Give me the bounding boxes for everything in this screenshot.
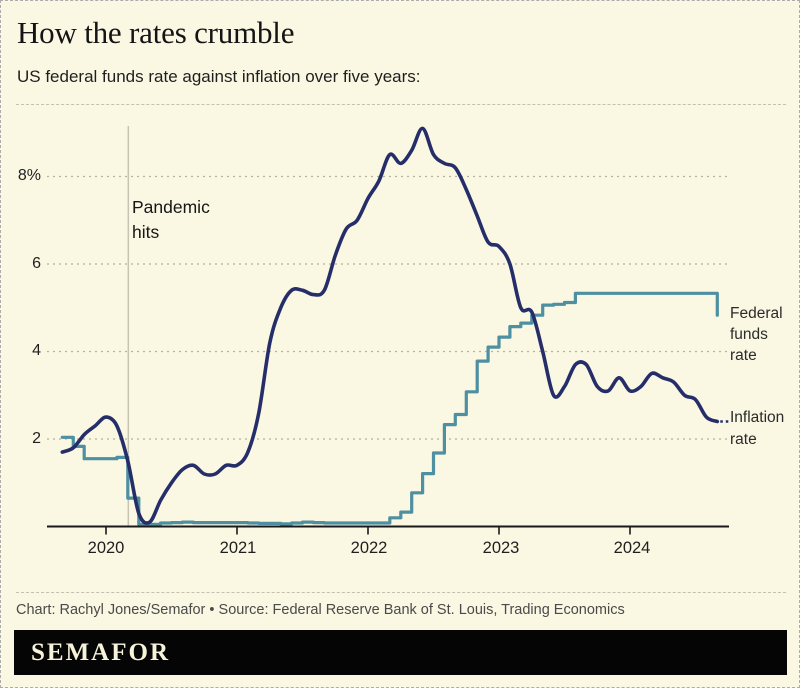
inflation-line <box>60 126 720 525</box>
y-axis-label: 8% <box>17 167 41 184</box>
x-axis-label: 2023 <box>482 539 520 557</box>
x-axis-label: 2021 <box>219 539 257 557</box>
footer-divider <box>16 592 786 593</box>
credit-line: Chart: Rachyl Jones/Semafor • Source: Fe… <box>16 602 625 618</box>
fed-funds-line <box>60 291 719 526</box>
y-axis-label: 6 <box>32 255 41 272</box>
pandemic-annotation: Pandemic hits <box>132 197 210 242</box>
semafor-wordmark: SEMAFOR <box>31 638 170 666</box>
logo-bar: SEMAFOR <box>14 630 787 675</box>
y-axis-label: 2 <box>32 430 41 447</box>
y-axis-label: 4 <box>32 342 41 359</box>
header-divider <box>16 104 786 105</box>
series-label-inflation-rate: Inflation rate <box>730 409 785 448</box>
page-title: How the rates crumble <box>17 15 295 50</box>
x-axis-label: 2020 <box>87 539 125 557</box>
x-axis-label: 2022 <box>350 539 388 557</box>
series-label-federal-funds-rate: Federal funds rate <box>730 305 783 364</box>
x-axis-label: 2024 <box>613 539 651 557</box>
chart-subtitle: US federal funds rate against inflation … <box>17 67 421 86</box>
